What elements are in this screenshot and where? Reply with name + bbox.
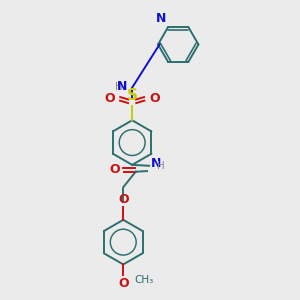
Text: O: O — [118, 193, 129, 206]
Text: N: N — [156, 12, 167, 25]
Text: O: O — [110, 164, 120, 176]
Text: S: S — [127, 88, 138, 103]
Text: N: N — [151, 157, 161, 169]
Text: O: O — [118, 277, 129, 290]
Text: O: O — [150, 92, 160, 105]
Text: H: H — [115, 82, 123, 92]
Text: H: H — [157, 161, 165, 171]
Text: O: O — [104, 92, 115, 105]
Text: CH₃: CH₃ — [134, 275, 154, 285]
Text: N: N — [117, 80, 128, 94]
